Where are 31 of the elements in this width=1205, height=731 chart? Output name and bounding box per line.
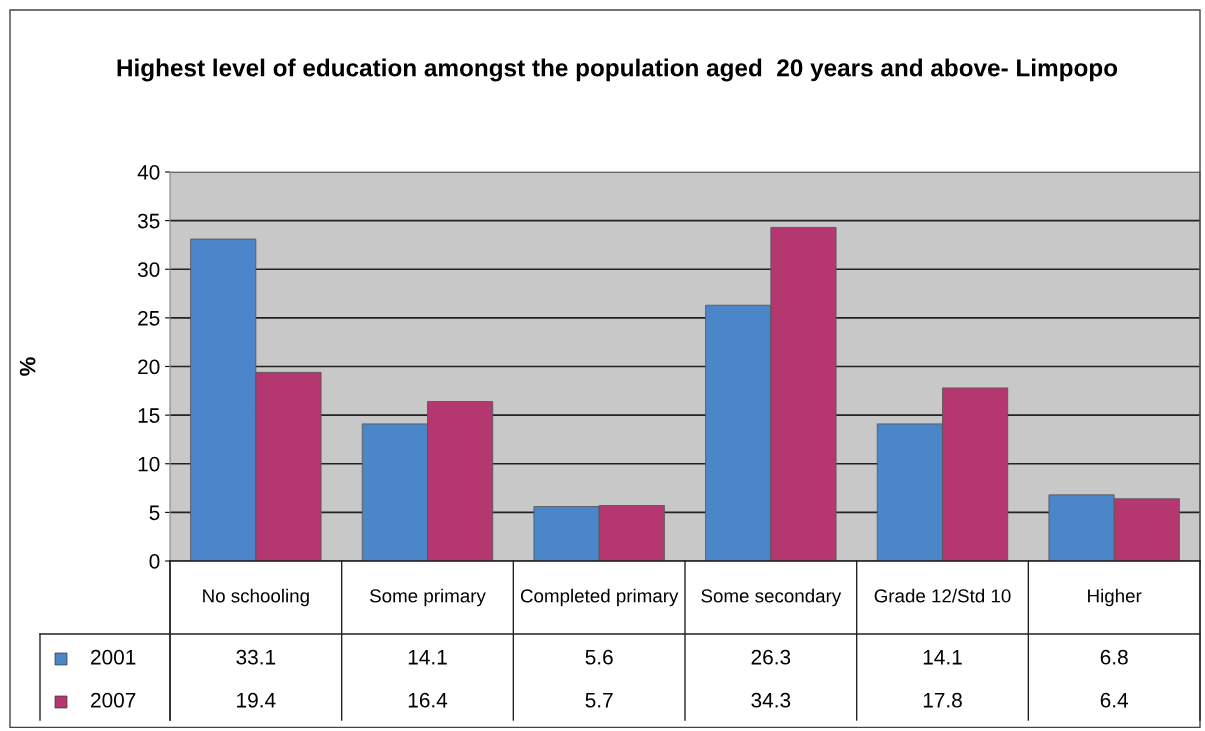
data-label: 16.4 — [408, 692, 448, 708]
legend-label: 2007 — [91, 692, 136, 708]
y-tick-label: 15 — [138, 408, 160, 423]
y-tick-label: 40 — [137, 165, 160, 180]
data-label: 17.8 — [923, 692, 962, 708]
data-label: 5.7 — [585, 693, 613, 708]
x-tick-label: Some secondary — [701, 588, 842, 607]
x-tick-label: Higher — [1088, 588, 1142, 607]
y-axis-title: % — [19, 357, 36, 376]
y-tick-label: 0 — [149, 554, 160, 569]
x-tick-label: Grade 12/Std 10 — [874, 588, 1011, 603]
data-label: 26.3 — [751, 649, 791, 665]
x-tick-label: Some primary — [370, 588, 486, 607]
data-label: 33.1 — [236, 649, 276, 665]
x-tick-label: No schooling — [203, 588, 309, 607]
y-tick-label: 25 — [138, 310, 160, 326]
data-label: 6.4 — [1100, 692, 1129, 708]
y-tick-label: 35 — [137, 213, 160, 229]
y-tick-label: 30 — [137, 262, 160, 277]
data-label: 14.1 — [408, 650, 447, 665]
data-label: 19.4 — [237, 692, 276, 708]
chart-title: Highest level of education amongst the population aged 20 years and above- Limpopo — [117, 58, 1118, 82]
data-label: 5.6 — [585, 649, 613, 665]
y-tick-label: 20 — [138, 359, 160, 375]
data-label: 34.3 — [751, 692, 791, 708]
x-tick-label: Completed primary — [520, 588, 679, 607]
data-label: 6.8 — [1100, 649, 1128, 665]
y-tick-label: 5 — [149, 505, 160, 521]
data-label: 14.1 — [923, 650, 962, 665]
y-tick-label: 10 — [138, 456, 160, 472]
legend-label: 2001 — [91, 649, 136, 665]
